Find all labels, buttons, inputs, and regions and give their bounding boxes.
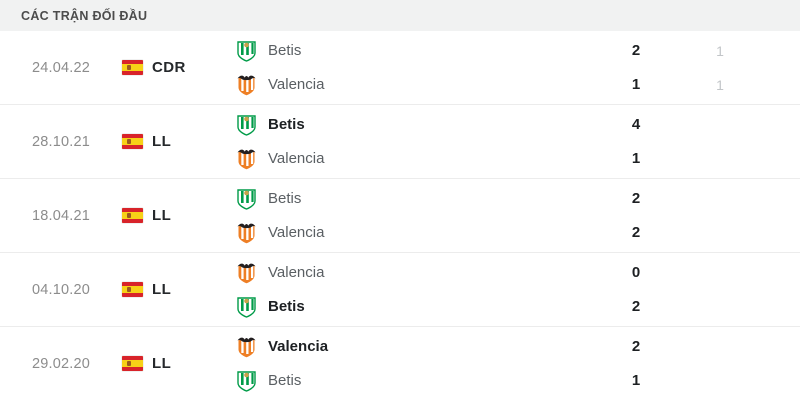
score-cell: 2 1 bbox=[590, 336, 682, 392]
secondary-score-cell bbox=[682, 336, 758, 392]
spain-flag-icon bbox=[122, 134, 143, 149]
home-team-line[interactable]: Betis bbox=[236, 188, 590, 210]
team-name: Betis bbox=[268, 190, 302, 207]
competition-label: LL bbox=[152, 355, 172, 372]
team-name: Valencia bbox=[268, 338, 329, 355]
team-name: Valencia bbox=[268, 76, 325, 93]
home-score: 0 bbox=[631, 263, 641, 281]
secondary-score-cell bbox=[682, 262, 758, 318]
spain-flag-icon bbox=[122, 356, 143, 371]
competition-cell: LL bbox=[122, 133, 230, 150]
teams-cell: Betis Valencia bbox=[230, 188, 590, 244]
valencia-crest-icon bbox=[236, 262, 257, 284]
teams-cell: Valencia Betis bbox=[230, 336, 590, 392]
away-score: 1 bbox=[631, 149, 641, 167]
spain-flag-icon bbox=[122, 208, 143, 223]
away-score-alt bbox=[682, 370, 758, 392]
secondary-score-cell bbox=[682, 114, 758, 170]
away-score: 1 bbox=[631, 371, 641, 389]
secondary-score-cell bbox=[682, 188, 758, 244]
match-date: 24.04.22 bbox=[31, 59, 91, 76]
secondary-score-cell: 1 1 bbox=[682, 40, 758, 96]
widget-header: CÁC TRẬN ĐỐI ĐẦU bbox=[0, 0, 800, 31]
match-date: 29.02.20 bbox=[31, 355, 91, 372]
score-cell: 0 2 bbox=[590, 262, 682, 318]
home-score-alt bbox=[682, 188, 758, 210]
away-team-line[interactable]: Betis bbox=[236, 370, 590, 392]
table-row[interactable]: 29.02.20 LL Valencia Beti bbox=[0, 327, 800, 400]
competition-cell: LL bbox=[122, 355, 230, 372]
home-team-line[interactable]: Valencia bbox=[236, 262, 590, 284]
home-score: 2 bbox=[631, 337, 641, 355]
table-row[interactable]: 04.10.20 LL Valencia Beti bbox=[0, 253, 800, 327]
away-team-line[interactable]: Valencia bbox=[236, 222, 590, 244]
match-date: 04.10.20 bbox=[31, 281, 91, 298]
valencia-crest-icon bbox=[236, 336, 257, 358]
home-score-alt bbox=[682, 336, 758, 358]
competition-cell: LL bbox=[122, 281, 230, 298]
competition-label: CDR bbox=[152, 59, 186, 76]
match-date: 28.10.21 bbox=[31, 133, 91, 150]
competition-label: LL bbox=[152, 281, 172, 298]
team-name: Betis bbox=[268, 42, 302, 59]
home-team-line[interactable]: Betis bbox=[236, 40, 590, 62]
away-score-alt: 1 bbox=[716, 76, 724, 93]
away-score-alt bbox=[682, 296, 758, 318]
teams-cell: Valencia Betis bbox=[230, 262, 590, 318]
competition-cell: CDR bbox=[122, 59, 230, 76]
table-row[interactable]: 28.10.21 LL Betis Valenci bbox=[0, 105, 800, 179]
team-name: Betis bbox=[268, 298, 305, 315]
betis-crest-icon bbox=[236, 296, 257, 318]
spain-flag-icon bbox=[122, 60, 143, 75]
home-score-alt bbox=[682, 114, 758, 136]
home-score: 2 bbox=[631, 189, 641, 207]
away-score: 2 bbox=[631, 223, 641, 241]
valencia-crest-icon bbox=[236, 148, 257, 170]
betis-crest-icon bbox=[236, 188, 257, 210]
away-score-alt bbox=[682, 222, 758, 244]
teams-cell: Betis Valencia bbox=[230, 40, 590, 96]
match-list: 24.04.22 CDR Betis Valenc bbox=[0, 31, 800, 400]
competition-label: LL bbox=[152, 133, 172, 150]
away-team-line[interactable]: Valencia bbox=[236, 148, 590, 170]
score-cell: 2 2 bbox=[590, 188, 682, 244]
team-name: Betis bbox=[268, 372, 302, 389]
betis-crest-icon bbox=[236, 370, 257, 392]
home-score-alt bbox=[682, 262, 758, 284]
betis-crest-icon bbox=[236, 40, 257, 62]
team-name: Valencia bbox=[268, 150, 325, 167]
team-name: Valencia bbox=[268, 224, 325, 241]
betis-crest-icon bbox=[236, 114, 257, 136]
valencia-crest-icon bbox=[236, 74, 257, 96]
team-name: Betis bbox=[268, 116, 305, 133]
away-score: 2 bbox=[631, 297, 641, 315]
away-team-line[interactable]: Valencia bbox=[236, 74, 590, 96]
team-name: Valencia bbox=[268, 264, 325, 281]
table-row[interactable]: 24.04.22 CDR Betis Valenc bbox=[0, 31, 800, 105]
page-title: CÁC TRẬN ĐỐI ĐẦU bbox=[21, 8, 148, 23]
score-cell: 4 1 bbox=[590, 114, 682, 170]
home-score-alt: 1 bbox=[716, 42, 724, 59]
home-score: 4 bbox=[631, 115, 641, 133]
score-cell: 2 1 bbox=[590, 40, 682, 96]
home-team-line[interactable]: Valencia bbox=[236, 336, 590, 358]
table-row[interactable]: 18.04.21 LL Betis Valenci bbox=[0, 179, 800, 253]
away-team-line[interactable]: Betis bbox=[236, 296, 590, 318]
spain-flag-icon bbox=[122, 282, 143, 297]
teams-cell: Betis Valencia bbox=[230, 114, 590, 170]
home-team-line[interactable]: Betis bbox=[236, 114, 590, 136]
valencia-crest-icon bbox=[236, 222, 257, 244]
competition-cell: LL bbox=[122, 207, 230, 224]
match-date: 18.04.21 bbox=[31, 207, 91, 224]
away-score: 1 bbox=[631, 75, 641, 93]
competition-label: LL bbox=[152, 207, 172, 224]
home-score: 2 bbox=[631, 41, 641, 59]
away-score-alt bbox=[682, 148, 758, 170]
